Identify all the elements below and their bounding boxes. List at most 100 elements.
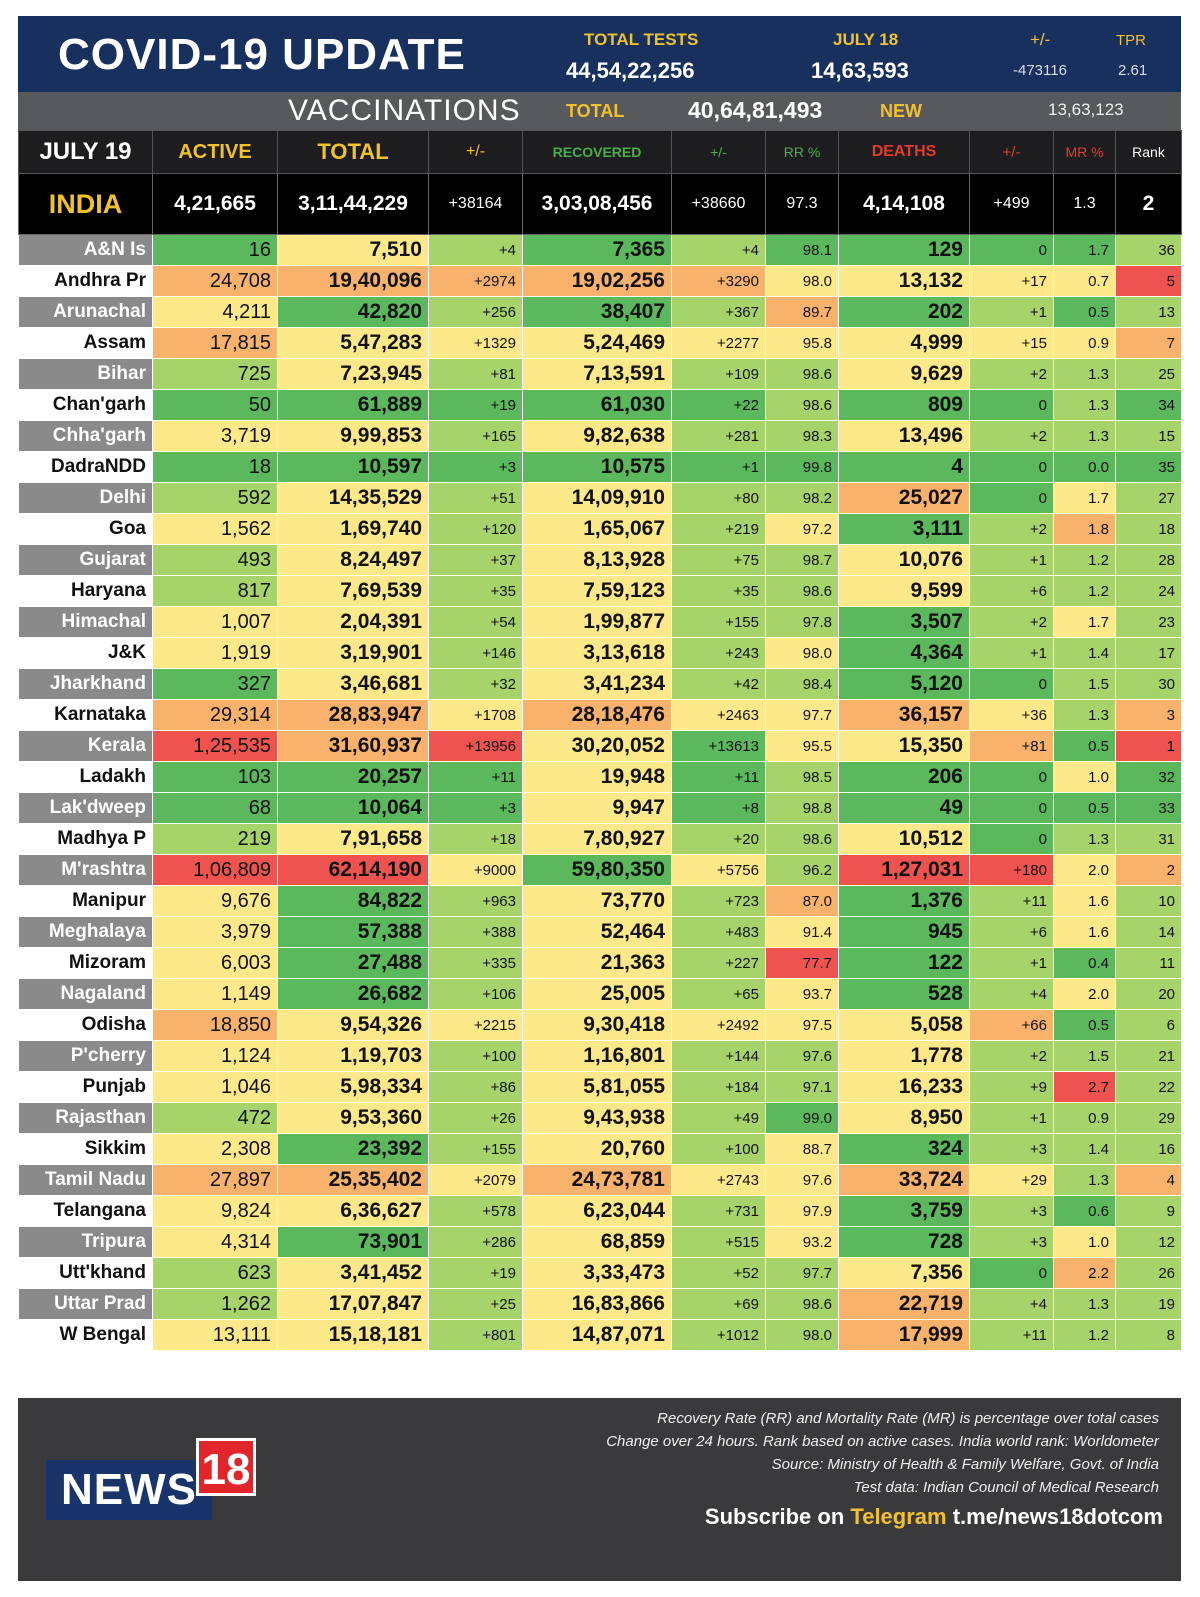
cell-mr: 1.7 (1053, 606, 1116, 638)
table-row: Nagaland 1,149 26,682 +106 25,005 +65 93.7 528 +… (18, 978, 1182, 1010)
cell-active: 9,824 (152, 1195, 278, 1227)
cell-mr: 1.0 (1053, 761, 1116, 793)
cell-deaths: 945 (838, 916, 970, 948)
cell-mr: 1.5 (1053, 668, 1116, 700)
cell-deaths: 728 (838, 1226, 970, 1258)
table-row: Assam 17,815 5,47,283 +1329 5,24,469 +2277 95.… (18, 327, 1182, 359)
cell-total: 20,257 (277, 761, 429, 793)
cell-active: 623 (152, 1257, 278, 1289)
cell-recovered: 5,24,469 (522, 327, 672, 359)
cell-recovered-change: +35 (671, 575, 766, 607)
cell-deaths: 33,724 (838, 1164, 970, 1196)
table-row: J&K 1,919 3,19,901 +146 3,13,618 +243 98.0 4,36… (18, 637, 1182, 669)
cell-total: 3,41,452 (277, 1257, 429, 1289)
cell-mr: 0.9 (1053, 327, 1116, 359)
cell-total: 73,901 (277, 1226, 429, 1258)
cell-mr: 1.2 (1053, 544, 1116, 576)
table-row: M'rashtra 1,06,809 62,14,190 +9000 59,80,350… (18, 854, 1182, 886)
cell-total: 7,69,539 (277, 575, 429, 607)
cell-total: 15,18,181 (277, 1319, 429, 1351)
cell-active: 18 (152, 451, 278, 483)
footnote-source: Source: Ministry of Health & Family Welf… (771, 1456, 1159, 1473)
cell-rr: 98.0 (765, 1319, 839, 1351)
cell-mr: 2.0 (1053, 978, 1116, 1010)
cell-deaths-change: +11 (969, 1319, 1054, 1351)
cell-deaths-change: 0 (969, 451, 1054, 483)
cell-rr: 98.6 (765, 575, 839, 607)
cell-rr: 97.1 (765, 1071, 839, 1103)
telegram-link[interactable]: t.me/news18dotcom (952, 1504, 1163, 1529)
cell-deaths: 202 (838, 296, 970, 328)
cell-active: 1,149 (152, 978, 278, 1010)
cell-deaths-change: +1 (969, 296, 1054, 328)
column-deaths-change: +/- (969, 130, 1054, 174)
cell-recovered-change: +227 (671, 947, 766, 979)
cell-state-name: Ladakh (18, 761, 153, 793)
cell-total: 57,388 (277, 916, 429, 948)
cell-deaths-change: +4 (969, 1288, 1054, 1320)
cell-mr: 1.3 (1053, 699, 1116, 731)
cell-recovered-change: +184 (671, 1071, 766, 1103)
cell-recovered-change: +3290 (671, 265, 766, 297)
cell-recovered: 14,87,071 (522, 1319, 672, 1351)
table-row: Mizoram 6,003 27,488 +335 21,363 +227 77.7 122 +… (18, 947, 1182, 979)
cell-rr: 95.8 (765, 327, 839, 359)
change-value: -473116 (1013, 62, 1067, 79)
cell-total: 14,35,529 (277, 482, 429, 514)
cell-total: 10,597 (277, 451, 429, 483)
cell-recovered-change: +52 (671, 1257, 766, 1289)
cell-deaths-change: 0 (969, 389, 1054, 421)
cell-rank: 10 (1115, 885, 1182, 917)
cell-state-name: DadraNDD (18, 451, 153, 483)
cell-active: 9,676 (152, 885, 278, 917)
cell-deaths: 1,778 (838, 1040, 970, 1072)
column-recovered-change: +/- (671, 130, 766, 174)
cell-recovered-change: +109 (671, 358, 766, 390)
cell-mr: 1.3 (1053, 420, 1116, 452)
footnote-change: Change over 24 hours. Rank based on acti… (606, 1433, 1159, 1450)
cell-recovered: 38,407 (522, 296, 672, 328)
column-header-row: JULY 19 ACTIVE TOTAL +/- RECOVERED +/- R… (18, 130, 1182, 174)
cell-rr: 91.4 (765, 916, 839, 948)
cell-mr: 2.2 (1053, 1257, 1116, 1289)
cell-state-name: Uttar Prad (18, 1288, 153, 1320)
covid-update-sheet: COVID-19 UPDATE TOTAL TESTS 44,54,22,256… (18, 16, 1182, 1581)
cell-recovered-change: +65 (671, 978, 766, 1010)
cell-total: 8,24,497 (277, 544, 429, 576)
cell-deaths: 528 (838, 978, 970, 1010)
cell-total: 7,23,945 (277, 358, 429, 390)
cell-deaths-change: +15 (969, 327, 1054, 359)
cell-active: 6,003 (152, 947, 278, 979)
cell-total: 9,54,326 (277, 1009, 429, 1041)
cell-total-change: +2079 (428, 1164, 523, 1196)
cell-recovered-change: +281 (671, 420, 766, 452)
cell-total-change: +26 (428, 1102, 523, 1134)
cell-state-name: Punjab (18, 1071, 153, 1103)
cell-active: 592 (152, 482, 278, 514)
tpr-value: 2.61 (1118, 62, 1148, 79)
cell-recovered: 3,33,473 (522, 1257, 672, 1289)
subscribe-line: Subscribe on Telegram t.me/news18dotcom (705, 1504, 1163, 1530)
table-row: Chha'garh 3,719 9,99,853 +165 9,82,638 +281 98… (18, 420, 1182, 452)
cell-deaths-change: 0 (969, 823, 1054, 855)
cell-recovered: 7,365 (522, 234, 672, 266)
cell-rr: 97.9 (765, 1195, 839, 1227)
page-title: COVID-19 UPDATE (58, 30, 466, 79)
cell-deaths: 22,719 (838, 1288, 970, 1320)
cell-recovered-change: +20 (671, 823, 766, 855)
cell-total: 17,07,847 (277, 1288, 429, 1320)
india-total: 3,11,44,229 (277, 173, 429, 235)
cell-mr: 1.2 (1053, 1319, 1116, 1351)
cell-mr: 2.7 (1053, 1071, 1116, 1103)
cell-state-name: Odisha (18, 1009, 153, 1041)
cell-total-change: +51 (428, 482, 523, 514)
cell-deaths: 3,111 (838, 513, 970, 545)
cell-total-change: +81 (428, 358, 523, 390)
cell-rank: 9 (1115, 1195, 1182, 1227)
table-row: Ladakh 103 20,257 +11 19,948 +11 98.5 206 0 1.0 32 (18, 761, 1182, 793)
cell-state-name: Himachal (18, 606, 153, 638)
cell-deaths: 122 (838, 947, 970, 979)
cell-active: 16 (152, 234, 278, 266)
cell-rank: 27 (1115, 482, 1182, 514)
cell-deaths: 9,599 (838, 575, 970, 607)
